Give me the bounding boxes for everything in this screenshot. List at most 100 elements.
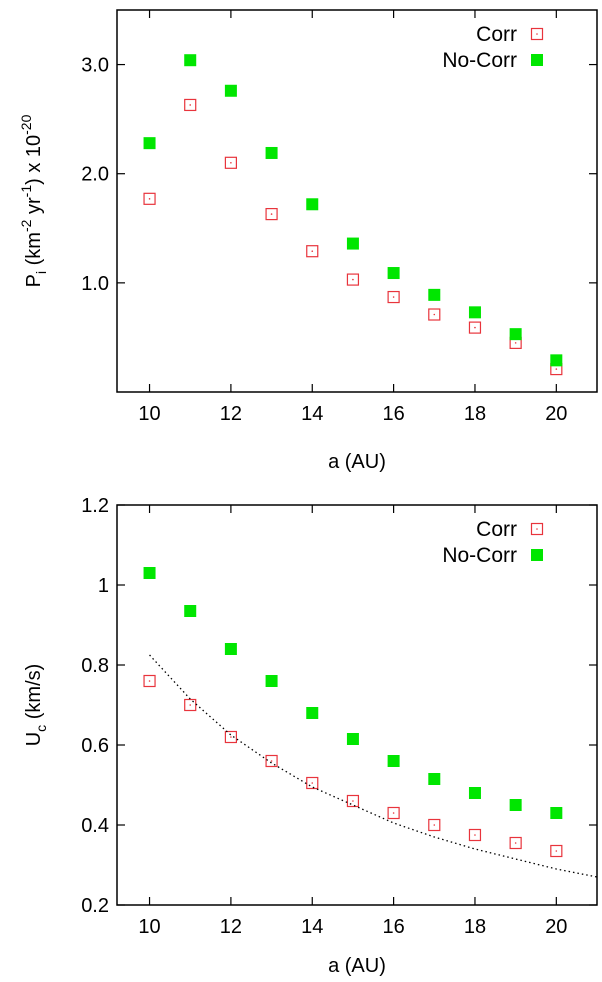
- top-legend-marker-corr-dot: [536, 33, 538, 35]
- bottom-nocorr-point: [509, 799, 522, 811]
- top-corr-point: [306, 245, 319, 258]
- top-x-tick-label: 20: [545, 403, 567, 425]
- top-x-tick-label: 12: [220, 403, 242, 425]
- bottom-panel: 10 12 14 16 18 20 0.2 0.4 0.6 0.8 1 1.2 Corr No-Corr…: [23, 495, 598, 977]
- bottom-corr-point-dot: [270, 760, 273, 762]
- bottom-nocorr-point: [265, 675, 278, 687]
- bottom-y-tick-label: 0.4: [81, 815, 109, 837]
- bottom-corr-point-dot: [352, 800, 354, 802]
- bottom-corr-point-dot: [230, 736, 232, 738]
- top-legend-marker-corr: [530, 27, 544, 41]
- bottom-legend-marker-corr-dot: [536, 528, 538, 530]
- bottom-y-tick-label: 0.8: [81, 655, 109, 677]
- bottom-corr-point: [387, 806, 400, 820]
- bottom-nocorr-point: [224, 643, 237, 655]
- bottom-x-axis-label: a (AU): [328, 955, 386, 977]
- top-nocorr-point: [306, 198, 319, 211]
- bottom-corr-point: [306, 776, 319, 790]
- bottom-legend-marker-corr: [530, 522, 544, 536]
- bottom-legend: Corr No-Corr: [442, 518, 544, 567]
- bottom-legend-label: No-Corr: [442, 544, 517, 567]
- top-nocorr-point: [265, 146, 278, 159]
- bottom-x-tick-label: 20: [545, 916, 567, 938]
- bottom-corr-point: [346, 794, 360, 808]
- top-nocorr-point: [468, 306, 481, 319]
- bottom-fit-curve: [149, 654, 598, 878]
- bottom-corr-point: [184, 698, 197, 712]
- bottom-y-tick-label: 1.2: [81, 495, 109, 517]
- bottom-corr-point: [428, 818, 441, 832]
- top-nocorr-point: [428, 288, 441, 301]
- top-nocorr-point: [184, 54, 197, 67]
- bottom-corr-point: [509, 836, 522, 850]
- bottom-corr-point-dot: [474, 834, 476, 836]
- bottom-x-tick-label: 14: [301, 916, 323, 938]
- top-corr-point: [265, 207, 278, 221]
- bottom-corr-point: [468, 828, 482, 842]
- bottom-y-tick-label: 0.2: [81, 895, 109, 917]
- top-corr-point-dot: [189, 104, 192, 106]
- top-corr-point: [224, 156, 237, 169]
- bottom-nocorr-point: [550, 807, 563, 819]
- top-x-axis-label: a (AU): [328, 451, 386, 473]
- bottom-corr-point-dot: [311, 782, 314, 784]
- top-corr-point-dot: [514, 342, 517, 344]
- bottom-corr-point-dot: [392, 812, 395, 814]
- top-marks: [143, 54, 563, 376]
- top-corr-point-dot: [474, 326, 476, 329]
- bottom-nocorr-point: [184, 605, 197, 617]
- bottom-nocorr-point: [306, 707, 319, 719]
- top-corr-point: [346, 273, 360, 286]
- bottom-corr-point: [224, 730, 237, 744]
- top-corr-point-dot: [352, 278, 354, 281]
- bottom-corr-point-dot: [433, 824, 436, 826]
- top-nocorr-point: [509, 328, 522, 341]
- top-corr-point-dot: [433, 313, 436, 316]
- bottom-y-tick-label: 1: [98, 575, 109, 597]
- bottom-nocorr-point: [143, 567, 156, 579]
- top-y-tick-label: 2.0: [81, 164, 109, 186]
- top-corr-point-dot: [230, 162, 232, 164]
- top-corr-point: [143, 192, 156, 205]
- bottom-x-tick-label: 18: [464, 916, 486, 938]
- top-corr-point: [428, 308, 441, 321]
- bottom-legend-marker-nocorr: [531, 549, 543, 561]
- top-ticks: 10 12 14 16 18 20 1.0 2.0 3.0: [81, 10, 597, 425]
- top-legend-label: No-Corr: [442, 49, 517, 72]
- bottom-corr-point: [143, 674, 156, 688]
- top-x-tick-label: 18: [464, 403, 486, 425]
- top-corr-point: [184, 98, 197, 112]
- bottom-legend-label: Corr: [476, 518, 517, 541]
- top-corr-point: [468, 321, 482, 334]
- bottom-corr-point-dot: [148, 680, 151, 682]
- top-panel: 10 12 14 16 18 20 1.0 2.0 3.0 Corr No-Corr a (AU)…: [18, 9, 598, 473]
- bottom-ticks: 10 12 14 16 18 20 0.2 0.4 0.6 0.8 1 1.2: [81, 495, 597, 938]
- bottom-nocorr-point: [428, 773, 441, 785]
- top-y-tick-label: 3.0: [81, 55, 109, 77]
- top-y-tick-label: 1.0: [81, 273, 109, 295]
- top-corr-point-dot: [311, 250, 314, 253]
- bottom-y-axis-label: Uc (km/s): [23, 664, 49, 747]
- top-corr-point-dot: [392, 296, 395, 298]
- top-corr-point-dot: [148, 198, 151, 200]
- top-x-tick-label: 10: [138, 403, 160, 425]
- top-nocorr-point: [387, 267, 400, 280]
- bottom-nocorr-point: [468, 787, 481, 799]
- bottom-corr-point-dot: [189, 704, 192, 706]
- top-nocorr-point: [346, 237, 359, 250]
- bottom-corr-point: [550, 844, 563, 858]
- bottom-marks: [143, 567, 598, 878]
- top-corr-point-dot: [555, 368, 558, 370]
- top-plot-frame: [116, 9, 598, 393]
- top-corr-point: [387, 290, 400, 304]
- top-nocorr-point: [143, 137, 156, 150]
- top-legend-label: Corr: [476, 23, 517, 46]
- bottom-corr-point-dot: [514, 842, 517, 844]
- bottom-nocorr-point: [387, 755, 400, 767]
- top-x-tick-label: 16: [382, 403, 404, 425]
- bottom-corr-point: [265, 754, 278, 768]
- top-legend-marker-nocorr: [531, 54, 543, 66]
- bottom-x-tick-label: 16: [382, 916, 404, 938]
- bottom-x-tick-label: 10: [138, 916, 160, 938]
